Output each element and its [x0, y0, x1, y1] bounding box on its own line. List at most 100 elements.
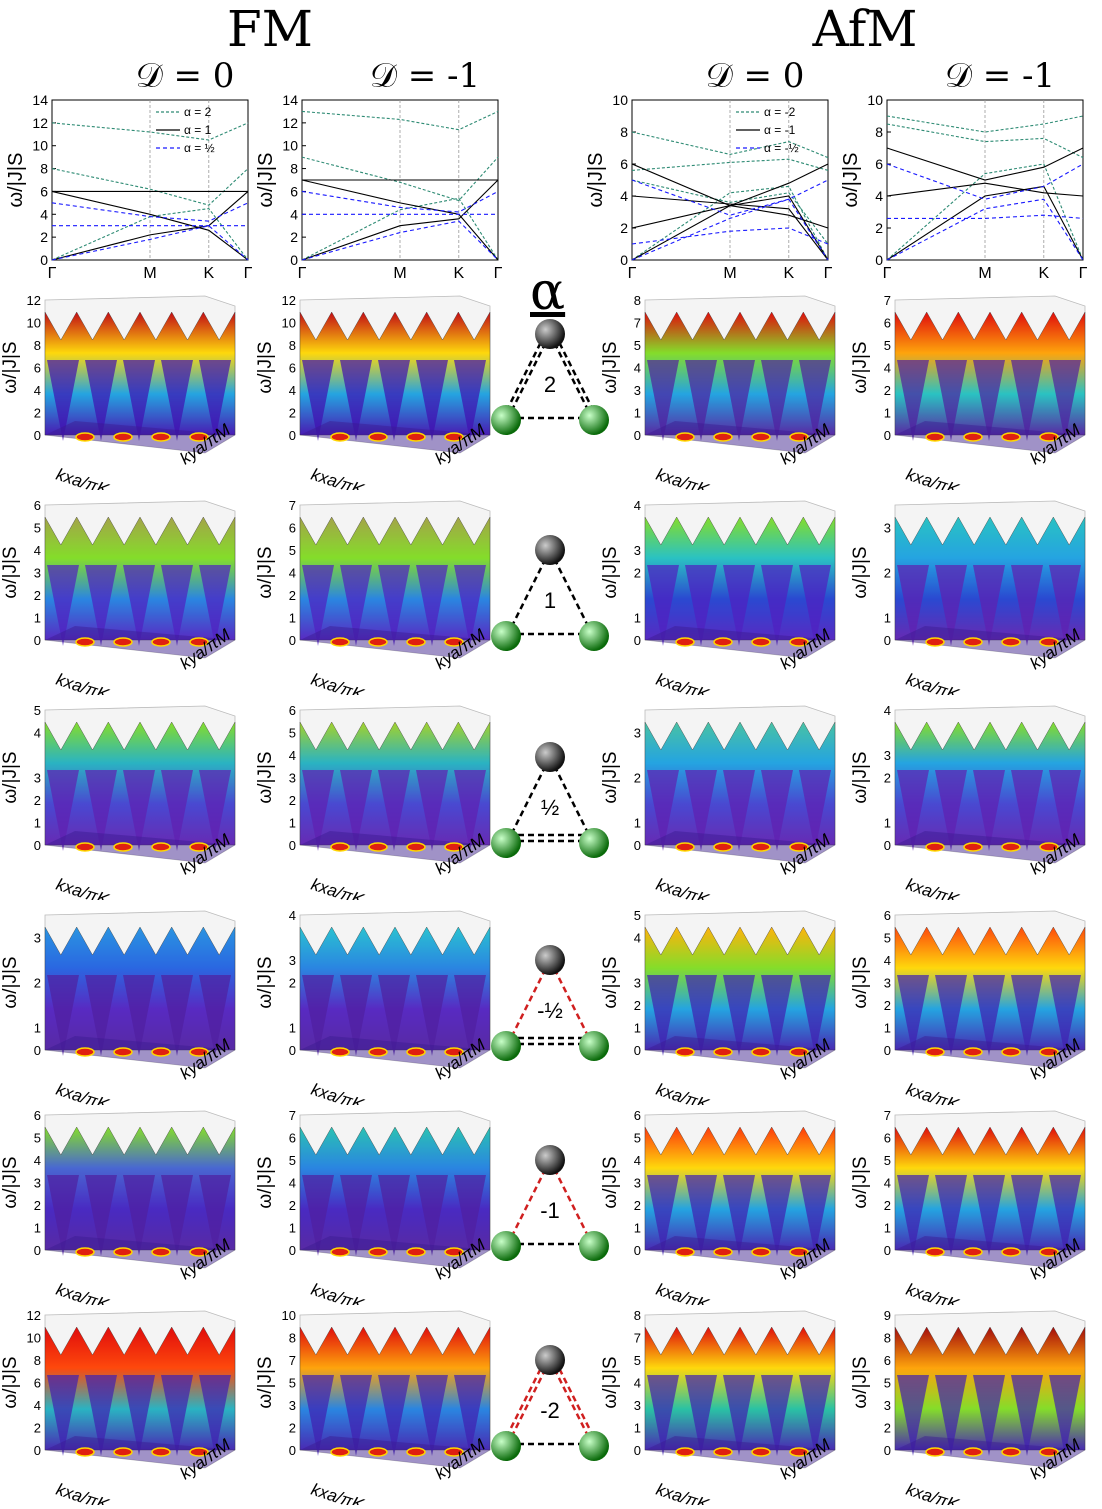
- y-tick-label: 10: [32, 138, 48, 154]
- z-tick-label: 4: [634, 1376, 641, 1391]
- z-tick-label: 4: [289, 566, 296, 581]
- kx-axis-label: kxa/πK: [654, 1480, 712, 1505]
- z-tick-label: 0: [289, 1243, 296, 1258]
- valley-cone: [897, 1375, 929, 1456]
- y-tick-label: 14: [32, 92, 48, 108]
- z-tick-label: 5: [289, 1376, 296, 1391]
- valley-cone: [378, 1375, 410, 1456]
- band-chart-afm-dm1: 0 2 4 6 8 10 Γ M K Γω/|J|S: [840, 92, 1088, 282]
- contour-spot: [113, 1247, 133, 1257]
- z-tick-label: 1: [634, 1021, 641, 1036]
- valley-cone: [47, 565, 79, 646]
- contour-spot: [789, 1047, 809, 1057]
- contour-spot: [751, 637, 771, 647]
- y-tick-label: 10: [867, 92, 883, 108]
- kx-axis-label: kxa/πK: [904, 1080, 962, 1105]
- band-line: [631, 195, 829, 261]
- contour-spot: [330, 432, 350, 442]
- valley-cone: [302, 1175, 334, 1256]
- z-axis-label: ω/|J|S: [255, 1356, 276, 1408]
- valley-cone: [123, 770, 155, 851]
- z-axis-label: ω/|J|S: [600, 1356, 621, 1408]
- contour-floor: [300, 1036, 490, 1068]
- coupling-triangle: ½: [491, 742, 609, 858]
- z-tick-label: 2: [634, 998, 641, 1013]
- band-line: [886, 185, 1084, 261]
- contour-spot: [75, 1047, 95, 1057]
- z-tick-label: 3: [634, 976, 641, 991]
- band-chart-afm-d0: 0 2 4 6 8 10 Γ M K Γω/|J|S α = -2 α = -1 α = -½: [585, 92, 833, 282]
- valley-cone: [302, 565, 334, 646]
- z-tick-label: 3: [884, 521, 891, 536]
- z-tick-label: 0: [634, 1243, 641, 1258]
- valley-cone: [1049, 770, 1081, 851]
- spin-site-left: [491, 1231, 521, 1261]
- z-axis-label: ω/|J|S: [0, 546, 21, 598]
- valley-cone: [1011, 1175, 1043, 1256]
- x-tick-label: Γ: [883, 265, 892, 282]
- valley-cone: [454, 975, 486, 1056]
- band-chart-fm-d0: 0 2 4 6 8 10 12 14 Γ M K Γω/|J|S α = 2 α = 1 α = ½: [5, 92, 253, 282]
- valley-cone: [123, 1375, 155, 1456]
- alpha-value-label: 1: [544, 588, 556, 613]
- z-tick-label: 6: [884, 316, 891, 331]
- valley-cone: [799, 565, 831, 646]
- z-tick-label: 2: [884, 771, 891, 786]
- legend-entry: α = -2: [764, 105, 796, 119]
- valley-cone: [685, 360, 717, 441]
- kx-axis-label: kxa/πK: [309, 1080, 367, 1105]
- z-tick-label: 3: [634, 1176, 641, 1191]
- y-tick-label: 14: [282, 92, 298, 108]
- contour-spot: [789, 842, 809, 852]
- z-tick-label: 0: [634, 1043, 641, 1058]
- y-tick-label: 10: [612, 92, 628, 108]
- contour-spot: [713, 637, 733, 647]
- valley-cone: [85, 1175, 117, 1256]
- z-tick-label: 8: [34, 338, 41, 353]
- z-tick-label: 6: [289, 703, 296, 718]
- valley-cone: [47, 975, 79, 1056]
- valley-cone: [378, 1175, 410, 1256]
- contour-spot: [75, 432, 95, 442]
- valley-cone: [973, 360, 1005, 441]
- z-tick-label: 3: [884, 748, 891, 763]
- kx-axis-label: kxa/πK: [904, 1280, 962, 1305]
- contour-spot: [151, 1247, 171, 1257]
- legend-entry: α = 1: [184, 123, 212, 137]
- valley-cone: [123, 975, 155, 1056]
- z-tick-label: 5: [884, 931, 891, 946]
- z-tick-label: 3: [34, 771, 41, 786]
- contour-spot: [444, 1447, 464, 1457]
- z-tick-label: 0: [34, 633, 41, 648]
- contour-spot: [1001, 1047, 1021, 1057]
- z-tick-label: 1: [289, 611, 296, 626]
- band-line: [631, 179, 829, 245]
- contour-spot: [925, 432, 945, 442]
- contour-spot: [751, 432, 771, 442]
- valley-cone: [1049, 360, 1081, 441]
- contour-spot: [713, 432, 733, 442]
- side-bond: [548, 959, 594, 1045]
- valley-cone: [723, 1175, 755, 1256]
- valley-cone: [123, 565, 155, 646]
- valley-cone: [897, 360, 929, 441]
- valley-cone: [454, 360, 486, 441]
- z-tick-label: 3: [884, 976, 891, 991]
- valley-cone: [897, 1175, 929, 1256]
- contour-spot: [189, 1247, 209, 1257]
- z-axis-label: ω/|J|S: [255, 956, 276, 1008]
- contour-spot: [151, 432, 171, 442]
- side-bond: [506, 549, 552, 635]
- legend-entry: α = ½: [184, 141, 215, 155]
- contour-spot: [151, 637, 171, 647]
- contour-spot: [713, 842, 733, 852]
- z-tick-label: 1: [34, 1221, 41, 1236]
- contour-spot: [963, 1247, 983, 1257]
- valley-cone: [1011, 565, 1043, 646]
- z-tick-label: 3: [34, 566, 41, 581]
